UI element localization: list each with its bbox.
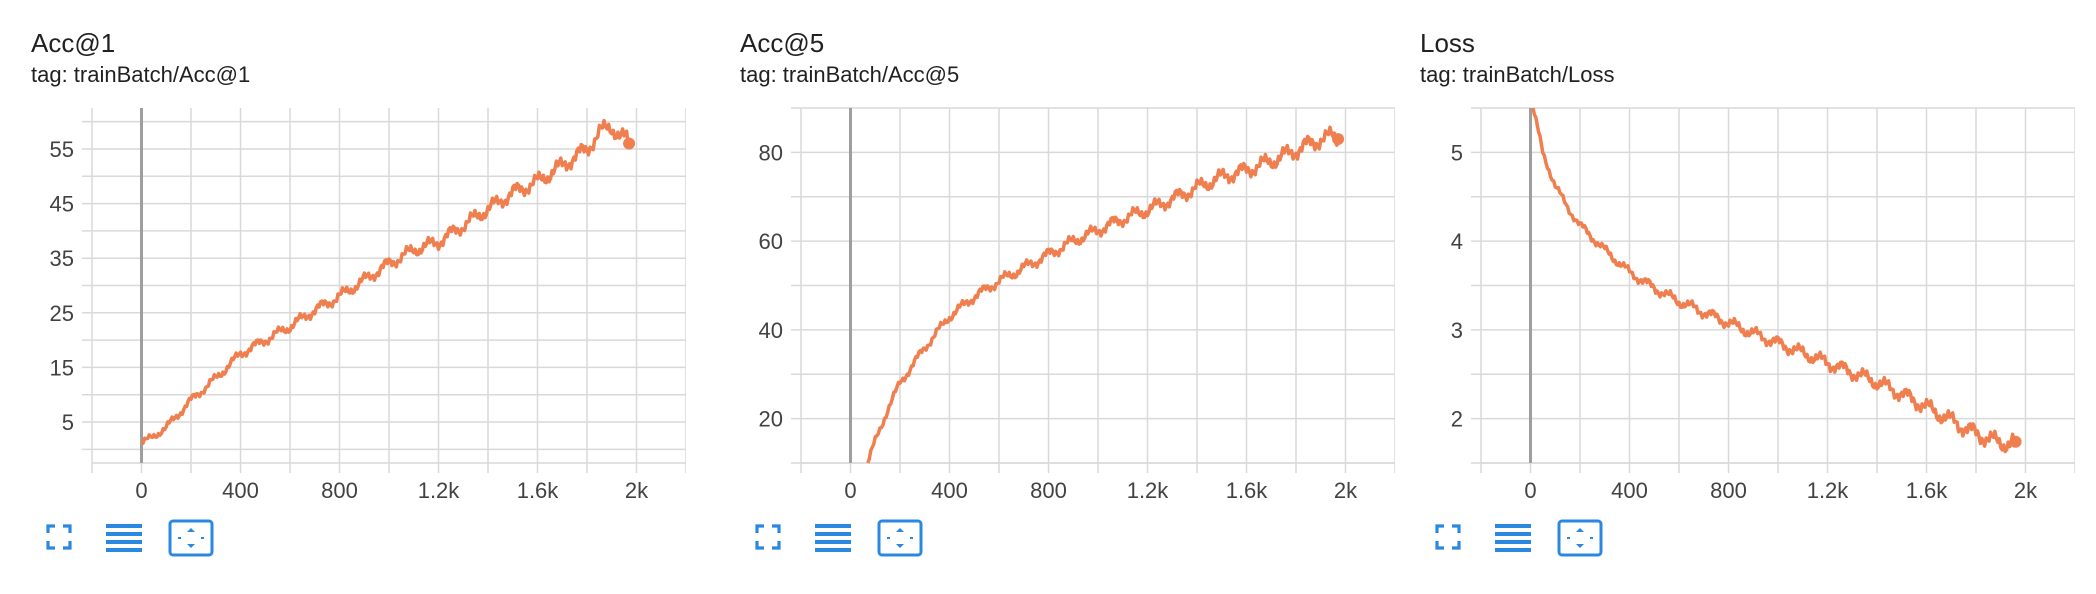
y-tick-label: 15 — [50, 355, 74, 380]
chart-tag: tag: trainBatch/Acc@1 — [31, 62, 251, 87]
chart-card-loss: Loss tag: trainBatch/Loss 2 3 4 5 0 400 800 1.2… — [1389, 0, 2075, 594]
data-table-button[interactable] — [815, 522, 851, 554]
x-tick-label: 0 — [1524, 478, 1536, 503]
fit-domain-button[interactable] — [168, 519, 214, 557]
y-tick-label: 3 — [1451, 318, 1463, 343]
x-tick-label: 400 — [1611, 478, 1648, 503]
line-chart[interactable]: 2 3 4 5 0 400 800 1.2k 1.6k 2k — [1389, 0, 2075, 594]
x-tick-label: 1.2k — [1127, 478, 1170, 503]
chart-card-acc1: Acc@1 tag: trainBatch/Acc@1 5 15 25 35 45 55 0… — [0, 0, 686, 594]
y-tick-label: 5 — [1451, 140, 1463, 165]
chart-tag: tag: trainBatch/Acc@5 — [740, 62, 960, 87]
y-tick-label: 55 — [50, 137, 74, 162]
fit-domain-button[interactable] — [877, 519, 923, 557]
x-tick-label: 0 — [135, 478, 147, 503]
y-tick-label: 4 — [1451, 229, 1463, 254]
x-tick-label: 0 — [844, 478, 856, 503]
x-tick-label: 1.6k — [1906, 478, 1949, 503]
x-tick-label: 1.6k — [1226, 478, 1269, 503]
x-tick-label: 400 — [931, 478, 968, 503]
x-tick-label: 800 — [1030, 478, 1067, 503]
y-tick-label: 2 — [1451, 407, 1463, 432]
line-chart[interactable]: 5 15 25 35 45 55 0 400 800 1.2k 1.6k 2k — [0, 0, 686, 594]
data-table-button[interactable] — [1495, 522, 1531, 554]
data-table-button[interactable] — [106, 522, 142, 554]
chart-card-acc5: Acc@5 tag: trainBatch/Acc@5 20 40 60 80 0 400… — [709, 0, 1395, 594]
fullscreen-button[interactable] — [753, 522, 783, 552]
series-end-point — [1332, 133, 1345, 146]
fit-domain-icon — [168, 519, 214, 557]
x-tick-label: 400 — [222, 478, 259, 503]
data-table-icon — [815, 524, 851, 552]
y-tick-label: 80 — [759, 140, 783, 165]
x-tick-label: 1.6k — [517, 478, 560, 503]
x-tick-label: 2k — [1334, 478, 1358, 503]
series-line — [140, 118, 631, 446]
fullscreen-icon — [755, 524, 781, 550]
series-line — [1531, 107, 2017, 454]
x-tick-label: 2k — [2014, 478, 2038, 503]
x-tick-label: 800 — [1710, 478, 1747, 503]
fit-domain-button[interactable] — [1557, 519, 1603, 557]
fullscreen-icon — [46, 524, 72, 550]
y-tick-label: 20 — [759, 407, 783, 432]
fullscreen-button[interactable] — [44, 522, 74, 552]
x-tick-label: 800 — [321, 478, 358, 503]
fullscreen-icon — [1435, 524, 1461, 550]
data-table-icon — [106, 524, 142, 552]
chart-title: Acc@1 — [31, 28, 116, 58]
y-tick-label: 45 — [50, 192, 74, 217]
chart-title: Loss — [1420, 28, 1475, 58]
y-tick-label: 25 — [50, 301, 74, 326]
x-tick-label: 1.2k — [1807, 478, 1850, 503]
y-tick-label: 40 — [759, 318, 783, 343]
y-tick-label: 5 — [62, 410, 74, 435]
series-line — [866, 125, 1340, 464]
fit-domain-icon — [1557, 519, 1603, 557]
x-tick-label: 2k — [625, 478, 649, 503]
x-tick-label: 1.2k — [418, 478, 461, 503]
fullscreen-button[interactable] — [1433, 522, 1463, 552]
y-tick-label: 60 — [759, 229, 783, 254]
fit-domain-icon — [877, 519, 923, 557]
series-end-point — [2009, 435, 2022, 448]
chart-tag: tag: trainBatch/Loss — [1420, 62, 1615, 87]
series-end-point — [623, 137, 636, 150]
data-table-icon — [1495, 524, 1531, 552]
y-tick-label: 35 — [50, 246, 74, 271]
chart-title: Acc@5 — [740, 28, 825, 58]
